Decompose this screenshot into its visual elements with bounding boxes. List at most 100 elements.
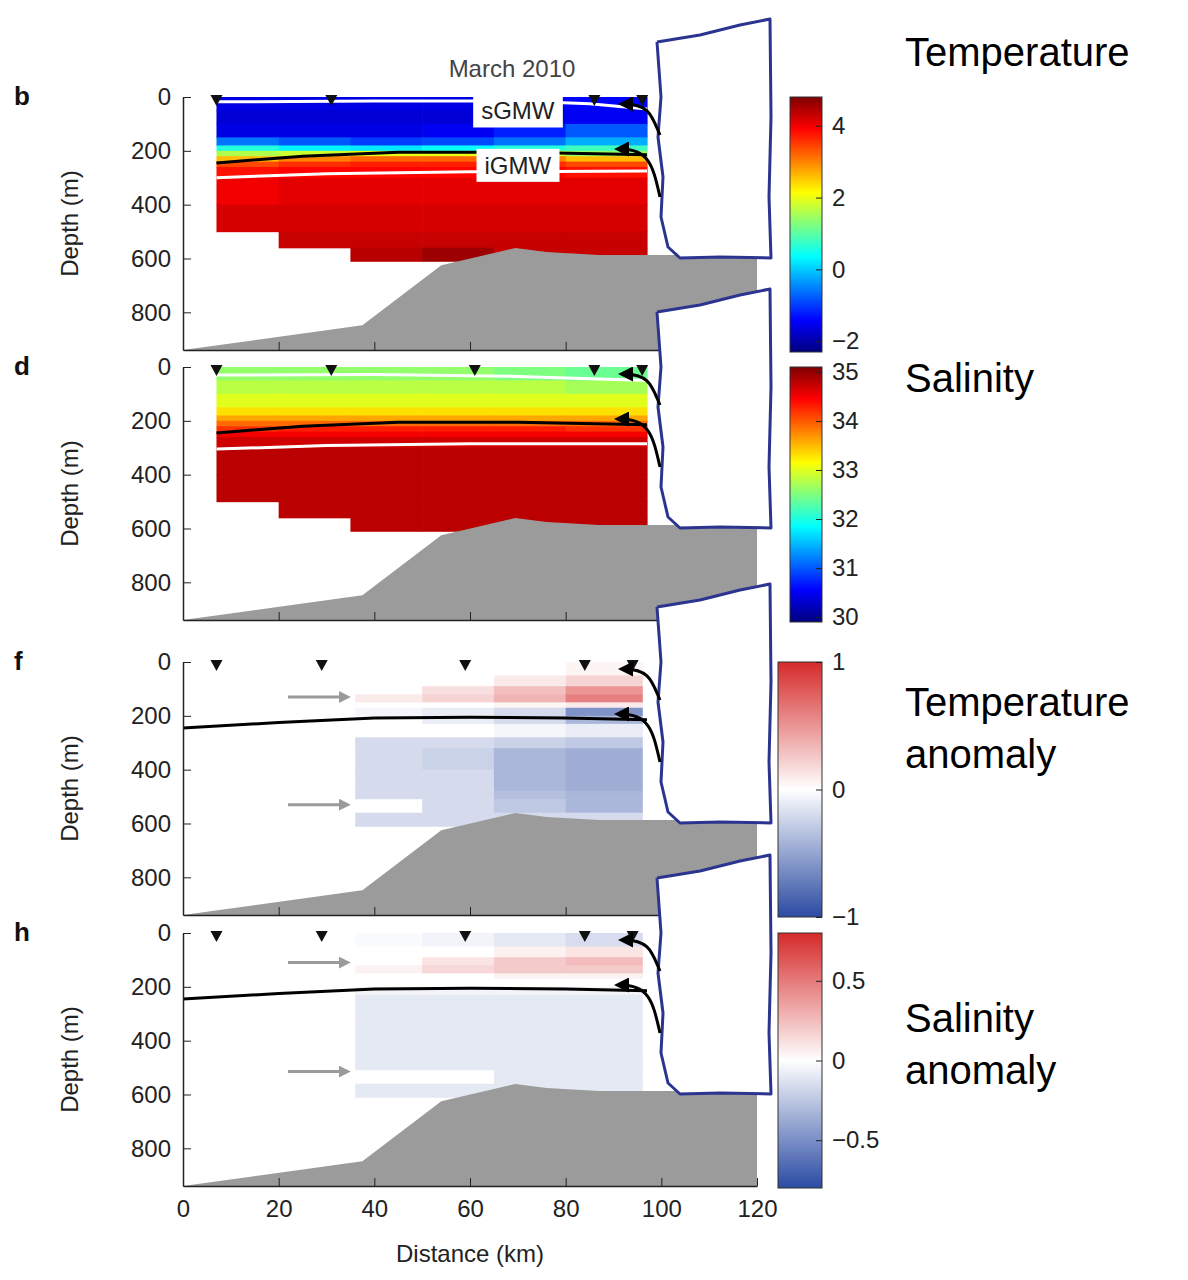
panel-label: f bbox=[14, 646, 23, 676]
cell bbox=[422, 448, 494, 476]
outflow-arrow bbox=[620, 985, 660, 1033]
colorbar-tick-mark bbox=[816, 470, 822, 471]
panel: 0200400600800fDepth (m)−101Temperaturean… bbox=[14, 584, 1130, 930]
cell bbox=[422, 232, 494, 249]
colorbar-tick-mark bbox=[816, 790, 822, 791]
x-tick-mark bbox=[661, 1178, 662, 1186]
cell bbox=[566, 957, 643, 966]
y-tick-label: 400 bbox=[131, 191, 171, 218]
cell bbox=[350, 432, 422, 438]
cell bbox=[355, 1008, 423, 1019]
cell bbox=[494, 965, 566, 974]
cell bbox=[566, 124, 648, 138]
x-tick: 40 bbox=[361, 1178, 388, 1222]
cell bbox=[279, 145, 351, 151]
cell bbox=[279, 124, 351, 138]
contour-line bbox=[216, 101, 646, 109]
cell bbox=[422, 1008, 494, 1019]
cell bbox=[494, 791, 566, 800]
y-tick: 400 bbox=[131, 461, 191, 488]
x-tick bbox=[374, 612, 375, 620]
colorbar-tick-mark bbox=[816, 421, 822, 422]
cell bbox=[422, 502, 494, 519]
cell bbox=[494, 973, 566, 979]
cell bbox=[216, 380, 279, 394]
cell bbox=[494, 708, 566, 717]
x-tick-mark bbox=[279, 612, 280, 620]
glacier bbox=[657, 855, 771, 1094]
colorbar-tick-label: 30 bbox=[832, 603, 859, 630]
cell bbox=[350, 137, 422, 146]
x-tick: 60 bbox=[457, 1178, 484, 1222]
cell bbox=[216, 151, 279, 157]
cell bbox=[494, 432, 566, 438]
x-axis: 020406080100120 bbox=[177, 1178, 778, 1222]
colorbar-tick: 30 bbox=[816, 603, 859, 630]
annotation-text: iGMW bbox=[485, 152, 552, 179]
y-tick: 200 bbox=[131, 407, 191, 434]
cell bbox=[422, 432, 494, 438]
colorbar-tick-label: 2 bbox=[832, 184, 845, 211]
x-tick-mark bbox=[566, 342, 567, 350]
y-tick: 200 bbox=[131, 137, 191, 164]
pointer-arrow bbox=[288, 1070, 346, 1073]
y-tick-mark bbox=[183, 475, 191, 476]
colorbar-tick-mark bbox=[816, 617, 822, 618]
cell bbox=[494, 1008, 566, 1019]
x-tick-mark bbox=[566, 1178, 567, 1186]
cell bbox=[422, 737, 494, 748]
cell bbox=[350, 380, 422, 394]
colorbar-tick-label: 35 bbox=[832, 358, 859, 385]
cell bbox=[216, 448, 279, 476]
x-tick-mark bbox=[374, 342, 375, 350]
cell bbox=[566, 1041, 643, 1063]
cell bbox=[494, 415, 566, 421]
x-tick: 80 bbox=[553, 1178, 580, 1222]
y-tick: 600 bbox=[131, 1081, 191, 1108]
colorbar-tick-label: 0 bbox=[832, 776, 845, 803]
y-tick-mark bbox=[183, 662, 191, 663]
cell bbox=[422, 995, 494, 1009]
x-tick bbox=[279, 342, 280, 350]
y-tick: 600 bbox=[131, 515, 191, 542]
colorbar-tick-mark bbox=[816, 519, 822, 520]
cell bbox=[422, 702, 494, 708]
cell bbox=[350, 124, 422, 138]
x-tick: 0 bbox=[177, 1178, 190, 1222]
contour-line bbox=[216, 171, 646, 178]
y-tick: 400 bbox=[131, 1027, 191, 1054]
y-tick: 600 bbox=[131, 810, 191, 837]
x-axis-title: Distance (km) bbox=[396, 1240, 544, 1267]
x-tick bbox=[566, 612, 567, 620]
x-tick bbox=[279, 612, 280, 620]
y-tick-label: 800 bbox=[131, 1134, 171, 1161]
pointer-arrow bbox=[288, 961, 346, 964]
cell bbox=[566, 380, 648, 394]
cell bbox=[279, 205, 351, 233]
glacier bbox=[657, 289, 771, 528]
y-tick: 400 bbox=[131, 756, 191, 783]
cell bbox=[422, 205, 494, 233]
colorbar-tick: 0 bbox=[816, 1047, 845, 1074]
cell bbox=[494, 448, 566, 476]
colorbar-tick-label: 33 bbox=[832, 456, 859, 483]
cell bbox=[566, 946, 643, 957]
cell bbox=[422, 973, 494, 979]
cell bbox=[350, 162, 422, 168]
cell bbox=[279, 232, 351, 249]
x-tick bbox=[566, 342, 567, 350]
colorbar-tick: 34 bbox=[816, 407, 859, 434]
cell bbox=[422, 791, 494, 800]
cell bbox=[494, 1041, 566, 1063]
colorbar-axis: 303132333435 bbox=[816, 358, 859, 630]
colorbar-tick-mark bbox=[816, 1061, 822, 1062]
cell bbox=[494, 502, 566, 519]
cell bbox=[355, 979, 423, 988]
cell bbox=[355, 973, 423, 979]
x-tick: 120 bbox=[737, 1178, 777, 1222]
y-tick-mark bbox=[183, 877, 191, 878]
station bbox=[459, 931, 471, 942]
cell bbox=[422, 394, 494, 408]
cell bbox=[355, 662, 423, 676]
cell bbox=[494, 694, 566, 703]
